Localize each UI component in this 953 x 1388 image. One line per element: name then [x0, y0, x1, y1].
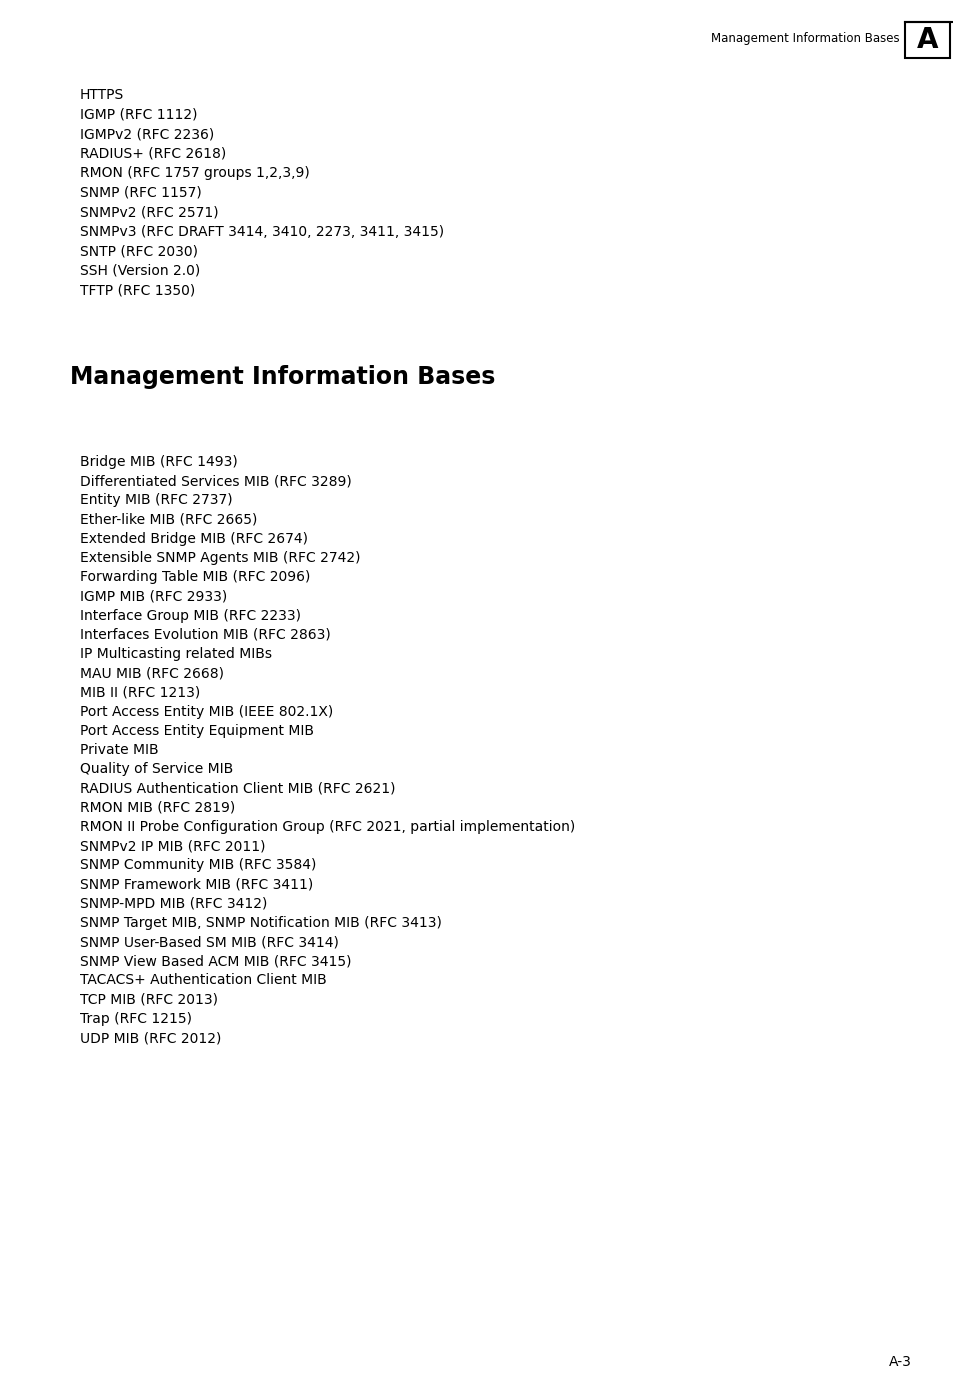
Text: UDP MIB (RFC 2012): UDP MIB (RFC 2012) [80, 1031, 221, 1045]
Text: IGMP (RFC 1112): IGMP (RFC 1112) [80, 107, 197, 122]
Text: Management Information Bases: Management Information Bases [711, 32, 899, 44]
Text: IGMPv2 (RFC 2236): IGMPv2 (RFC 2236) [80, 126, 214, 142]
Text: MAU MIB (RFC 2668): MAU MIB (RFC 2668) [80, 666, 224, 680]
Text: Extended Bridge MIB (RFC 2674): Extended Bridge MIB (RFC 2674) [80, 532, 308, 545]
Text: SNTP (RFC 2030): SNTP (RFC 2030) [80, 244, 198, 258]
Text: Trap (RFC 1215): Trap (RFC 1215) [80, 1012, 192, 1026]
Text: Management Information Bases: Management Information Bases [70, 365, 495, 389]
Text: TFTP (RFC 1350): TFTP (RFC 1350) [80, 283, 195, 297]
Text: TACACS+ Authentication Client MIB: TACACS+ Authentication Client MIB [80, 973, 327, 987]
Text: Private MIB: Private MIB [80, 743, 158, 756]
Text: SNMPv2 IP MIB (RFC 2011): SNMPv2 IP MIB (RFC 2011) [80, 838, 265, 854]
Text: SNMP Target MIB, SNMP Notification MIB (RFC 3413): SNMP Target MIB, SNMP Notification MIB (… [80, 916, 441, 930]
Text: Ether-like MIB (RFC 2665): Ether-like MIB (RFC 2665) [80, 512, 257, 526]
Bar [904, 22, 949, 58]
Text: Port Access Entity Equipment MIB: Port Access Entity Equipment MIB [80, 723, 314, 738]
Text: IP Multicasting related MIBs: IP Multicasting related MIBs [80, 647, 272, 661]
Text: Extensible SNMP Agents MIB (RFC 2742): Extensible SNMP Agents MIB (RFC 2742) [80, 551, 360, 565]
Text: RMON MIB (RFC 2819): RMON MIB (RFC 2819) [80, 801, 235, 815]
Text: Interface Group MIB (RFC 2233): Interface Group MIB (RFC 2233) [80, 608, 301, 623]
Text: A: A [916, 26, 937, 54]
Text: SNMP (RFC 1157): SNMP (RFC 1157) [80, 186, 201, 200]
Text: Interfaces Evolution MIB (RFC 2863): Interfaces Evolution MIB (RFC 2863) [80, 627, 331, 641]
Text: Forwarding Table MIB (RFC 2096): Forwarding Table MIB (RFC 2096) [80, 570, 310, 584]
Text: Port Access Entity MIB (IEEE 802.1X): Port Access Entity MIB (IEEE 802.1X) [80, 705, 333, 719]
Text: HTTPS: HTTPS [80, 87, 124, 101]
Text: Entity MIB (RFC 2737): Entity MIB (RFC 2737) [80, 493, 233, 508]
Text: A-3: A-3 [887, 1355, 910, 1369]
Text: Bridge MIB (RFC 1493): Bridge MIB (RFC 1493) [80, 455, 237, 469]
Text: SSH (Version 2.0): SSH (Version 2.0) [80, 264, 200, 278]
Text: Quality of Service MIB: Quality of Service MIB [80, 762, 233, 776]
Text: SNMP-MPD MIB (RFC 3412): SNMP-MPD MIB (RFC 3412) [80, 897, 267, 911]
Text: SNMP User-Based SM MIB (RFC 3414): SNMP User-Based SM MIB (RFC 3414) [80, 936, 338, 949]
Text: MIB II (RFC 1213): MIB II (RFC 1213) [80, 686, 200, 700]
Text: SNMPv2 (RFC 2571): SNMPv2 (RFC 2571) [80, 205, 218, 219]
Text: IGMP MIB (RFC 2933): IGMP MIB (RFC 2933) [80, 590, 227, 604]
Text: RADIUS Authentication Client MIB (RFC 2621): RADIUS Authentication Client MIB (RFC 26… [80, 781, 395, 795]
Text: Differentiated Services MIB (RFC 3289): Differentiated Services MIB (RFC 3289) [80, 475, 352, 489]
Text: SNMPv3 (RFC DRAFT 3414, 3410, 2273, 3411, 3415): SNMPv3 (RFC DRAFT 3414, 3410, 2273, 3411… [80, 225, 444, 239]
Text: SNMP View Based ACM MIB (RFC 3415): SNMP View Based ACM MIB (RFC 3415) [80, 954, 351, 969]
Text: RMON II Probe Configuration Group (RFC 2021, partial implementation): RMON II Probe Configuration Group (RFC 2… [80, 820, 575, 834]
Text: SNMP Framework MIB (RFC 3411): SNMP Framework MIB (RFC 3411) [80, 877, 313, 891]
Text: TCP MIB (RFC 2013): TCP MIB (RFC 2013) [80, 992, 218, 1006]
Text: RADIUS+ (RFC 2618): RADIUS+ (RFC 2618) [80, 147, 226, 161]
Text: RMON (RFC 1757 groups 1,2,3,9): RMON (RFC 1757 groups 1,2,3,9) [80, 167, 310, 180]
Text: SNMP Community MIB (RFC 3584): SNMP Community MIB (RFC 3584) [80, 858, 316, 872]
